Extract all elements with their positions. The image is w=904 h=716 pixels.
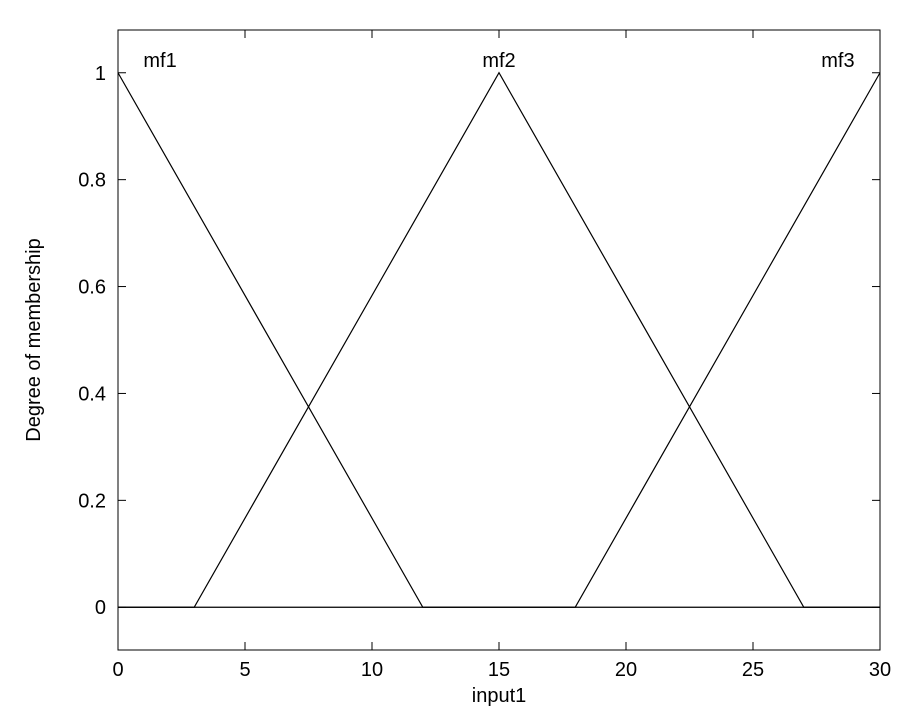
x-tick-label: 30 [869, 659, 891, 681]
y-tick-label: 0.6 [78, 277, 106, 299]
y-tick-label: 0.2 [78, 490, 106, 512]
mf-label-mf3: mf3 [821, 50, 854, 72]
plot-box [118, 30, 880, 650]
y-tick-label: 0.8 [78, 170, 106, 192]
x-tick-label: 20 [615, 659, 637, 681]
membership-chart: 0 5 10 15 20 25 30 0 0.2 0.4 0.6 0.8 1 input1 Degree o… [0, 0, 904, 716]
y-tick-label: 0.4 [78, 383, 106, 405]
mf-label-mf1: mf1 [143, 50, 176, 72]
mf-label-mf2: mf2 [482, 50, 515, 72]
y-tick-label: 1 [95, 63, 106, 85]
mf-line-mf1 [118, 73, 880, 607]
x-tick-label: 5 [239, 659, 250, 681]
x-tick-label: 0 [112, 659, 123, 681]
mf-line-mf2 [118, 73, 880, 607]
mf-line-mf3 [118, 73, 880, 607]
y-tick-label: 0 [95, 597, 106, 619]
x-tick-label: 25 [742, 659, 764, 681]
chart-svg: 0 5 10 15 20 25 30 0 0.2 0.4 0.6 0.8 1 input1 Degree o… [0, 0, 904, 716]
x-tick-label: 10 [361, 659, 383, 681]
y-axis-label: Degree of membership [23, 238, 45, 441]
x-axis-label: input1 [472, 685, 527, 707]
x-tick-label: 15 [488, 659, 510, 681]
